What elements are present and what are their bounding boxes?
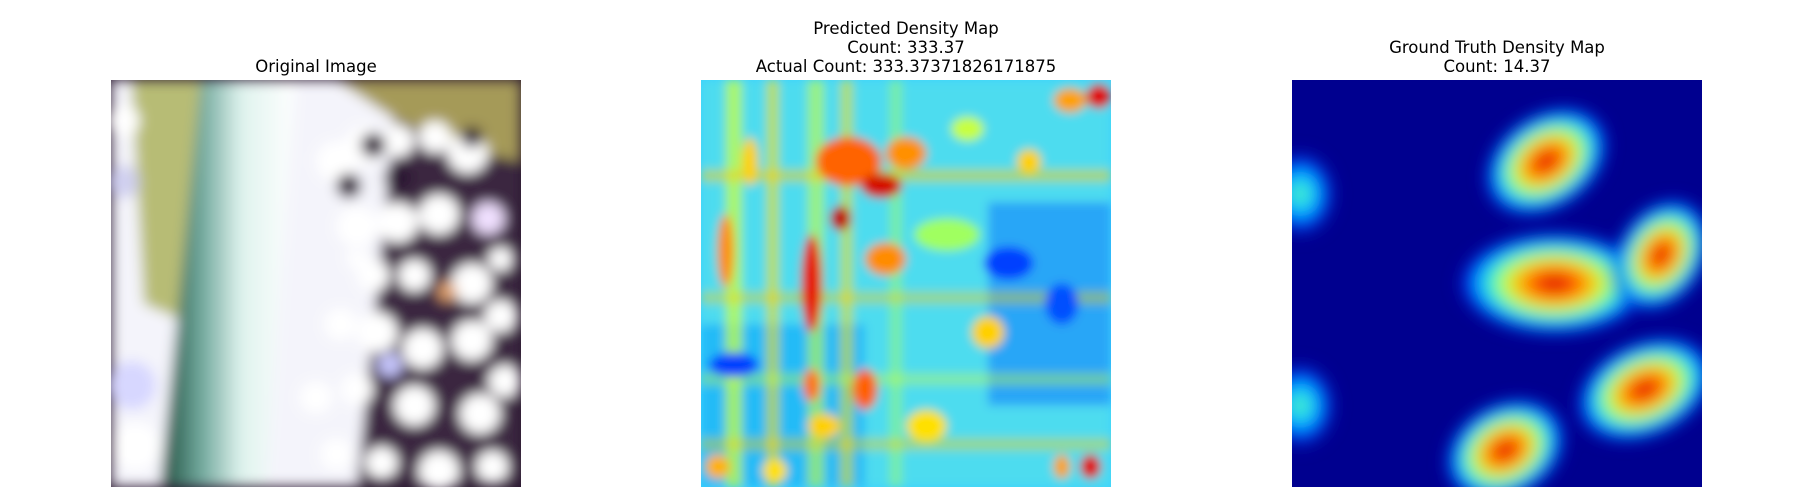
- title-line: Original Image: [255, 57, 377, 76]
- actual-count-line: Actual Count: 333.37371826171875: [755, 57, 1057, 76]
- panel-title: Original Image: [111, 0, 521, 76]
- title-line: Predicted Density Map: [813, 19, 999, 38]
- ground-truth-density-map: [1292, 80, 1702, 487]
- original-image: [111, 80, 521, 487]
- predicted-density-map: [701, 80, 1111, 487]
- count-line: Count: 333.37: [847, 38, 965, 57]
- title-line: Ground Truth Density Map: [1389, 38, 1605, 57]
- panel-title: Ground Truth Density Map Count: 14.37: [1292, 0, 1702, 76]
- panel-title: Predicted Density Map Count: 333.37 Actu…: [701, 0, 1111, 76]
- count-line: Count: 14.37: [1443, 57, 1551, 76]
